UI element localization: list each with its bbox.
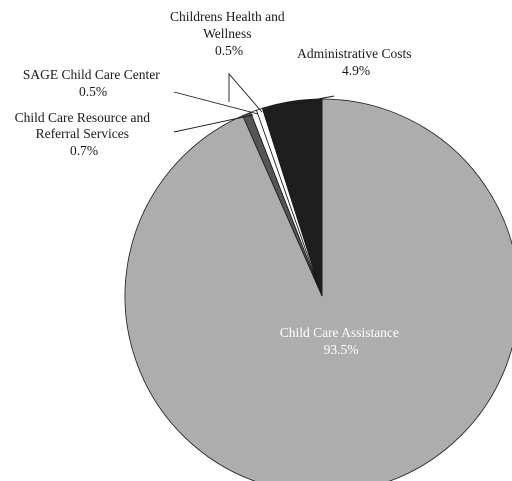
label-childrens-health-line2: Wellness xyxy=(203,26,251,41)
leader-line-sage xyxy=(173,91,259,115)
label-administrative-costs: Administrative Costs 4.9% xyxy=(297,46,415,78)
pie-slices xyxy=(124,98,512,481)
label-childrens-health-line1: Childrens Health and xyxy=(170,9,285,24)
leader-line-resource-referral xyxy=(173,114,254,133)
label-child-care-assistance: Child Care Assistance 93.5% xyxy=(280,325,403,357)
slice-administrative-costs xyxy=(261,98,323,297)
label-child-care-assistance-name: Child Care Assistance xyxy=(280,325,399,340)
label-resource-referral-line2: Referral Services xyxy=(36,126,129,141)
label-child-care-assistance-pct: 93.5% xyxy=(324,342,359,357)
label-resource-referral-line1: Child Care Resource and xyxy=(15,110,151,125)
leader-line-childrens-health xyxy=(228,72,263,113)
label-resource-referral-pct: 0.7% xyxy=(70,143,98,158)
label-administrative-costs-name: Administrative Costs xyxy=(297,46,411,61)
leader-line-administrative xyxy=(291,95,335,105)
slice-child-care-assistance xyxy=(124,98,512,481)
label-resource-referral: Child Care Resource and Referral Service… xyxy=(15,110,154,158)
label-administrative-costs-pct: 4.9% xyxy=(342,63,370,78)
label-childrens-health: Childrens Health and Wellness 0.5% xyxy=(170,9,288,58)
label-sage: SAGE Child Care Center 0.5% xyxy=(23,67,163,99)
label-sage-name: SAGE Child Care Center xyxy=(23,67,160,82)
label-childrens-health-pct: 0.5% xyxy=(215,43,243,58)
label-sage-pct: 0.5% xyxy=(79,84,107,99)
